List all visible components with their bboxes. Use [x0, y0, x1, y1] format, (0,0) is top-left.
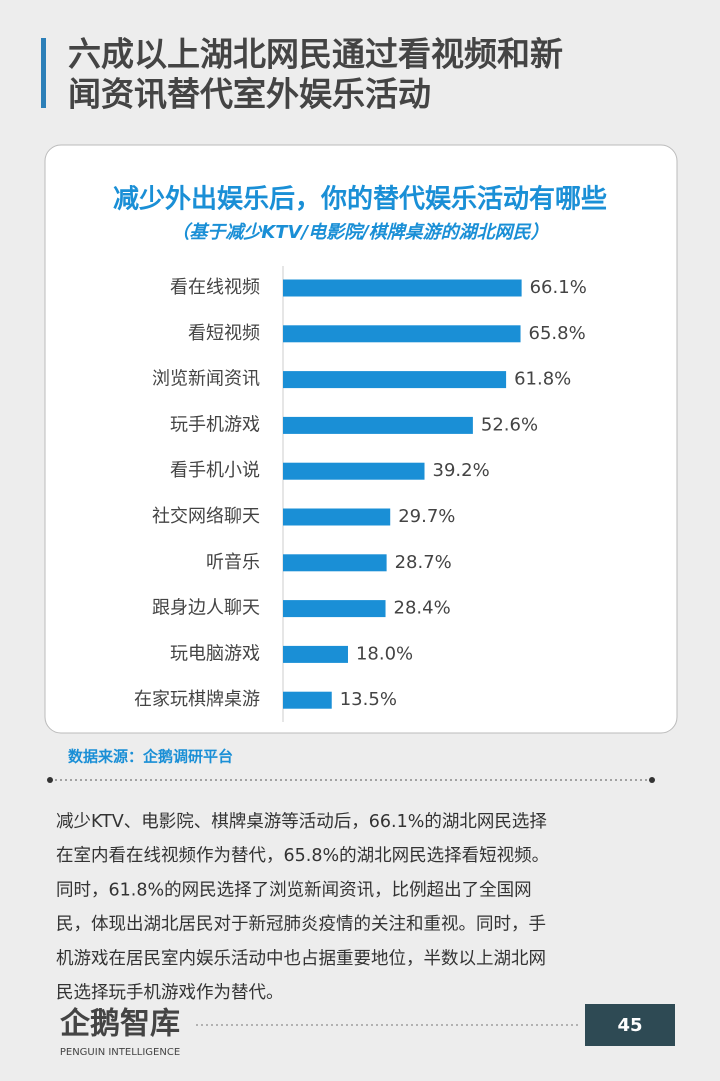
page-title: 六成以上湖北网民通过看视频和新: [68, 35, 563, 74]
divider-dot: [649, 777, 655, 783]
value-label: 28.7%: [395, 552, 452, 573]
bar: [283, 645, 348, 663]
body-text: 在室内看在线视频作为替代，65.8%的湖北网民选择看短视频。: [56, 846, 549, 866]
category-label: 玩电脑游戏: [170, 643, 260, 664]
value-label: 66.1%: [530, 277, 587, 298]
bar: [283, 554, 387, 572]
bar: [283, 508, 391, 526]
bar: [283, 462, 425, 480]
bar: [283, 371, 507, 389]
value-label: 13.5%: [340, 689, 397, 710]
source: 数据来源：企鹅调研平台: [68, 748, 233, 766]
value-label: 29.7%: [398, 506, 455, 527]
logo: 企鹅智库: [60, 1007, 180, 1042]
category-label: 浏览新闻资讯: [152, 369, 260, 390]
value-label: 18.0%: [356, 643, 413, 664]
body-text: 同时，61.8%的网民选择了浏览新闻资讯，比例超出了全国网: [56, 880, 532, 900]
bar: [283, 691, 332, 709]
category-label: 社交网络聊天: [152, 506, 260, 527]
category-label: 玩手机游戏: [170, 414, 260, 435]
category-label: 听音乐: [206, 552, 260, 573]
body-text: 民选择玩手机游戏作为替代。: [56, 983, 284, 1003]
bar: [283, 600, 386, 618]
category-label: 看在线视频: [170, 277, 260, 298]
title-accent: [41, 38, 46, 108]
page-number-box: [585, 1004, 675, 1046]
bar: [283, 416, 473, 434]
body-text: 减少KTV、电影院、棋牌桌游等活动后，66.1%的湖北网民选择: [56, 812, 547, 832]
bar: [283, 279, 522, 297]
value-label: 39.2%: [433, 460, 490, 481]
body-text: 民，体现出湖北居民对于新冠肺炎疫情的关注和重视。同时，手: [56, 915, 546, 935]
chart-title: 减少外出娱乐后，你的替代娱乐活动有哪些: [113, 184, 607, 215]
category-label: 看手机小说: [170, 460, 260, 481]
logo-sub: PENGUIN INTELLIGENCE: [60, 1047, 180, 1058]
value-label: 61.8%: [514, 369, 571, 390]
bar: [283, 325, 521, 343]
body-text: 机游戏在居民室内娱乐活动中也占据重要地位，半数以上湖北网: [56, 949, 546, 969]
page-number: 45: [617, 1015, 642, 1036]
value-label: 65.8%: [529, 323, 586, 344]
category-label: 看短视频: [188, 323, 260, 344]
divider-dot: [47, 777, 53, 783]
category-label: 在家玩棋牌桌游: [134, 689, 260, 710]
page-title: 闻资讯替代室外娱乐活动: [68, 75, 431, 114]
category-label: 跟身边人聊天: [152, 598, 260, 619]
value-label: 28.4%: [394, 598, 451, 619]
value-label: 52.6%: [481, 414, 538, 435]
chart-subtitle: （基于减少KTV/电影院/棋牌桌游的湖北网民）: [171, 222, 548, 243]
